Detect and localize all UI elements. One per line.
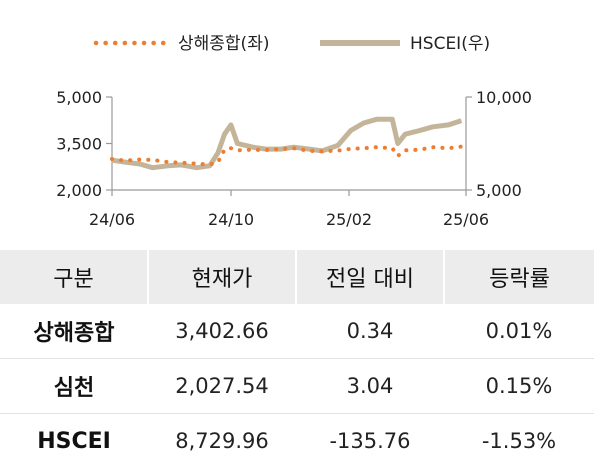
x-tick-label: 25/02 — [326, 210, 372, 229]
header-rate: 등락률 — [489, 267, 550, 292]
table-header-row: 구분 현재가 전일 대비 등락률 — [0, 250, 594, 304]
series-shanghai-line — [110, 144, 464, 167]
table-row: HSCEI 8,729.96 -135.76 -1.53% — [0, 414, 594, 468]
row-name: HSCEI — [37, 428, 111, 454]
x-tick-label: 24/10 — [208, 210, 254, 229]
x-tick-label: 24/06 — [89, 210, 135, 229]
row-name: 심천 — [0, 358, 148, 414]
row-price: 2,027.54 — [148, 358, 296, 414]
header-price: 현재가 — [148, 250, 297, 304]
legend-label-shanghai: 상해종합(좌) — [178, 34, 269, 54]
row-rate: -1.53% — [481, 429, 557, 453]
row-name: 상해종합 — [0, 304, 148, 359]
right-tick-label: 5,000 — [476, 181, 522, 200]
row-price: 8,729.96 — [175, 429, 269, 453]
left-tick-label: 5,000 — [56, 88, 102, 107]
row-change: 0.34 — [296, 304, 444, 359]
row-rate: 0.01% — [444, 304, 594, 359]
right-tick-label: 10,000 — [476, 88, 532, 107]
table-row: 심천 2,027.54 3.04 0.15% — [0, 358, 594, 414]
series-hscei-line — [111, 116, 463, 171]
legend-label-hscei: HSCEI(우) — [410, 34, 490, 54]
row-rate: 0.15% — [444, 358, 594, 414]
table-row: 상해종합 3,402.66 0.34 0.01% — [0, 304, 594, 359]
x-tick-label: 25/06 — [443, 210, 489, 229]
index-table: 구분 현재가 전일 대비 등락률 상해종합 3,402.66 0.34 0.01… — [0, 250, 594, 468]
line-chart: 상해종합(좌) HSCEI(우) 5,000 3,500 2,000 10,000 5… — [56, 34, 532, 229]
row-price: 3,402.66 — [148, 304, 296, 359]
legend: 상해종합(좌) HSCEI(우) — [93, 34, 490, 54]
row-change: 3.04 — [296, 358, 444, 414]
left-tick-label: 3,500 — [56, 135, 102, 154]
row-change: -135.76 — [329, 429, 411, 453]
header-category: 구분 — [0, 250, 149, 304]
header-change: 전일 대비 — [296, 250, 445, 304]
left-tick-label: 2,000 — [56, 181, 102, 200]
